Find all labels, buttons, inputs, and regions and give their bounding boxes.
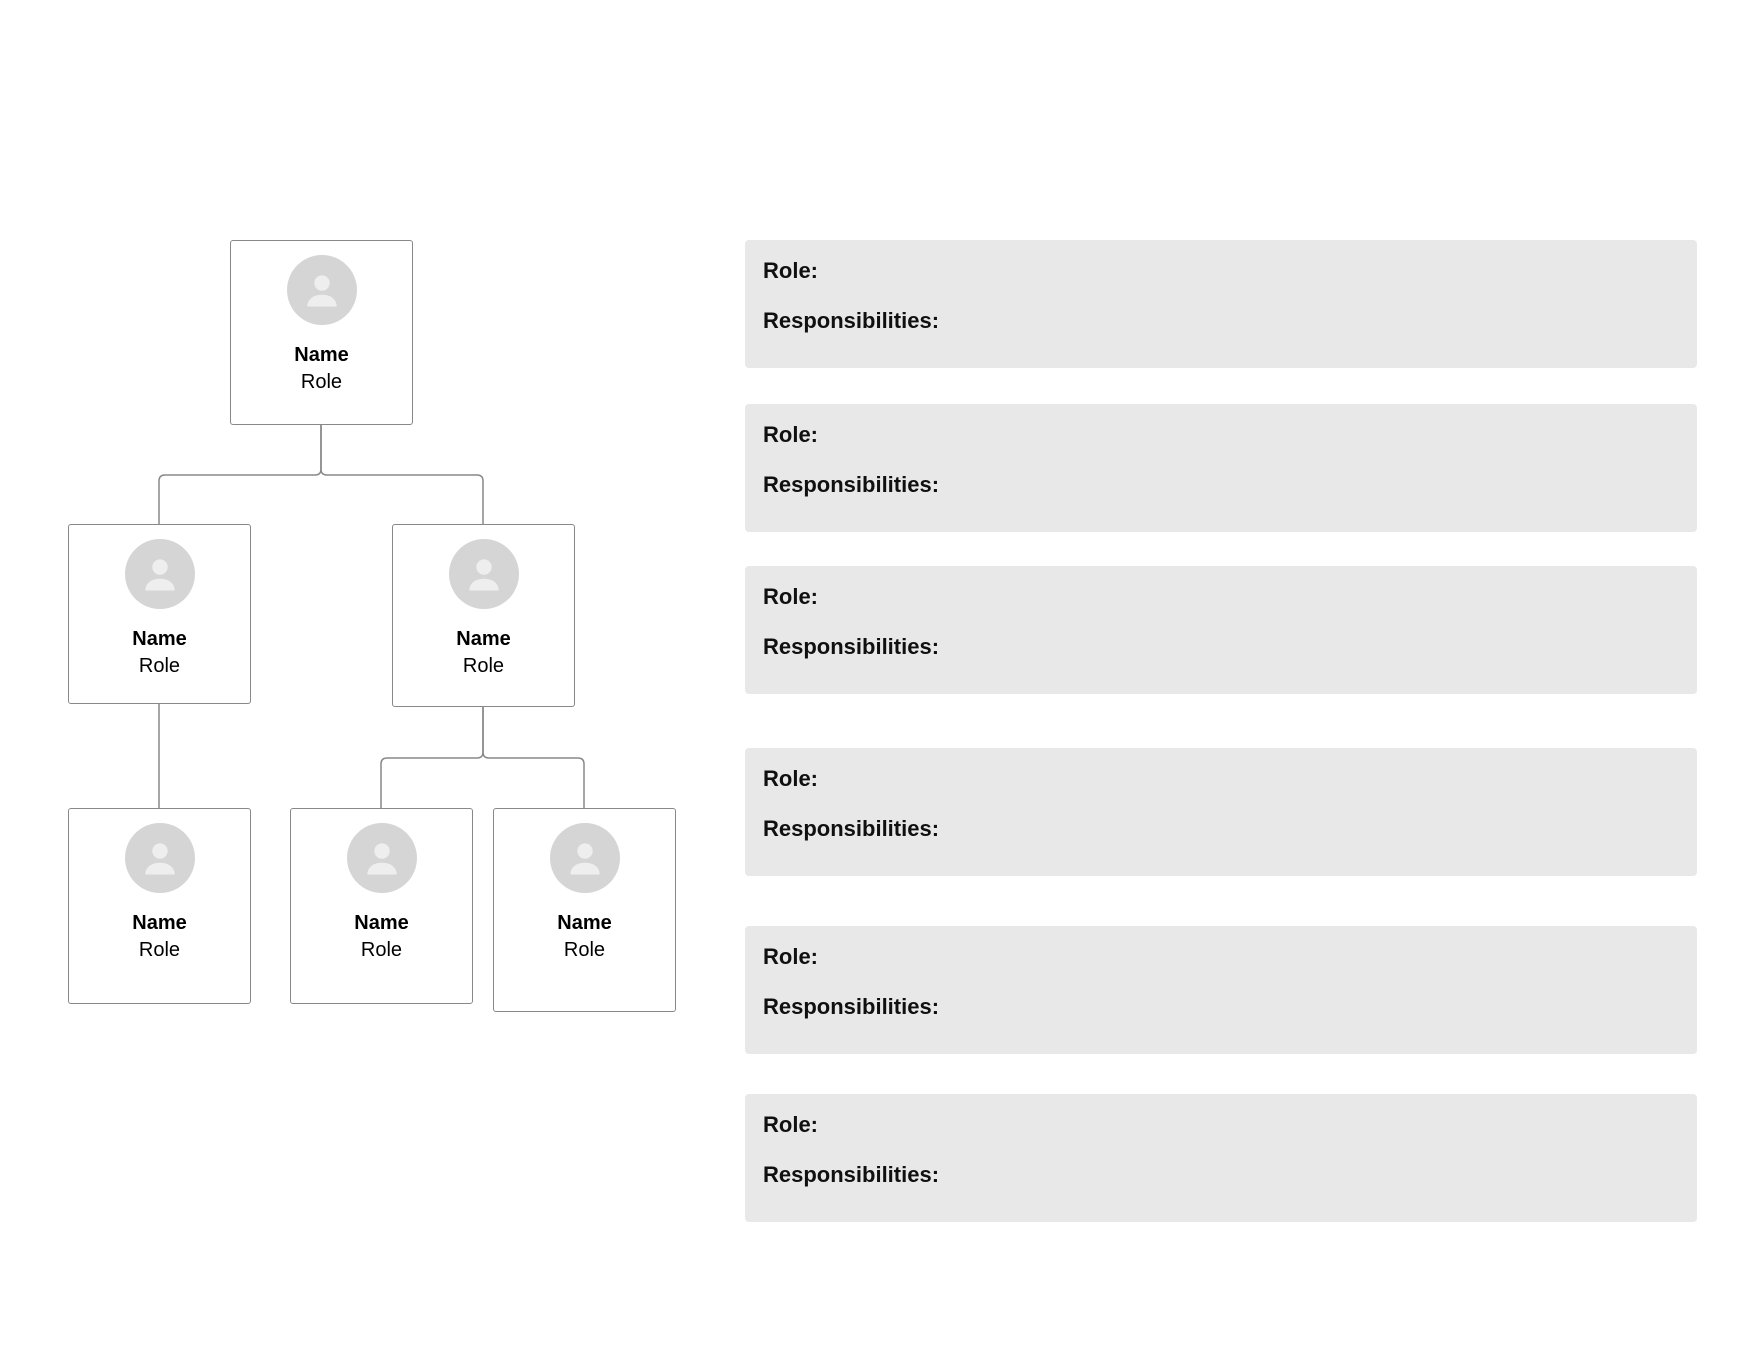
responsibilities-label: Responsibilities: <box>763 816 1679 842</box>
node-role: Role <box>564 937 605 963</box>
node-role: Role <box>139 653 180 679</box>
role-label: Role: <box>763 766 1679 792</box>
role-label: Role: <box>763 1112 1679 1138</box>
role-label: Role: <box>763 258 1679 284</box>
node-name: Name <box>354 911 408 935</box>
node-name: Name <box>557 911 611 935</box>
canvas: Name Role Name Role Name Role Name Role … <box>0 0 1760 1360</box>
node-role: Role <box>361 937 402 963</box>
role-panel-4: Role: Responsibilities: <box>745 748 1697 876</box>
org-node-1: Name Role <box>230 240 413 425</box>
role-panel-1: Role: Responsibilities: <box>745 240 1697 368</box>
role-label: Role: <box>763 422 1679 448</box>
org-node-2: Name Role <box>68 524 251 704</box>
node-role: Role <box>463 653 504 679</box>
org-node-4: Name Role <box>68 808 251 1004</box>
node-name: Name <box>294 343 348 367</box>
node-role: Role <box>301 369 342 395</box>
responsibilities-label: Responsibilities: <box>763 308 1679 334</box>
responsibilities-label: Responsibilities: <box>763 1162 1679 1188</box>
role-label: Role: <box>763 584 1679 610</box>
role-panel-2: Role: Responsibilities: <box>745 404 1697 532</box>
responsibilities-label: Responsibilities: <box>763 472 1679 498</box>
role-panel-6: Role: Responsibilities: <box>745 1094 1697 1222</box>
responsibilities-label: Responsibilities: <box>763 994 1679 1020</box>
responsibilities-label: Responsibilities: <box>763 634 1679 660</box>
avatar-icon <box>125 823 195 893</box>
avatar-icon <box>449 539 519 609</box>
role-panel-3: Role: Responsibilities: <box>745 566 1697 694</box>
org-node-6: Name Role <box>493 808 676 1012</box>
avatar-icon <box>550 823 620 893</box>
role-panel-5: Role: Responsibilities: <box>745 926 1697 1054</box>
node-role: Role <box>139 937 180 963</box>
role-label: Role: <box>763 944 1679 970</box>
avatar-icon <box>347 823 417 893</box>
node-name: Name <box>132 911 186 935</box>
node-name: Name <box>456 627 510 651</box>
org-node-3: Name Role <box>392 524 575 707</box>
avatar-icon <box>125 539 195 609</box>
org-node-5: Name Role <box>290 808 473 1004</box>
avatar-icon <box>287 255 357 325</box>
node-name: Name <box>132 627 186 651</box>
